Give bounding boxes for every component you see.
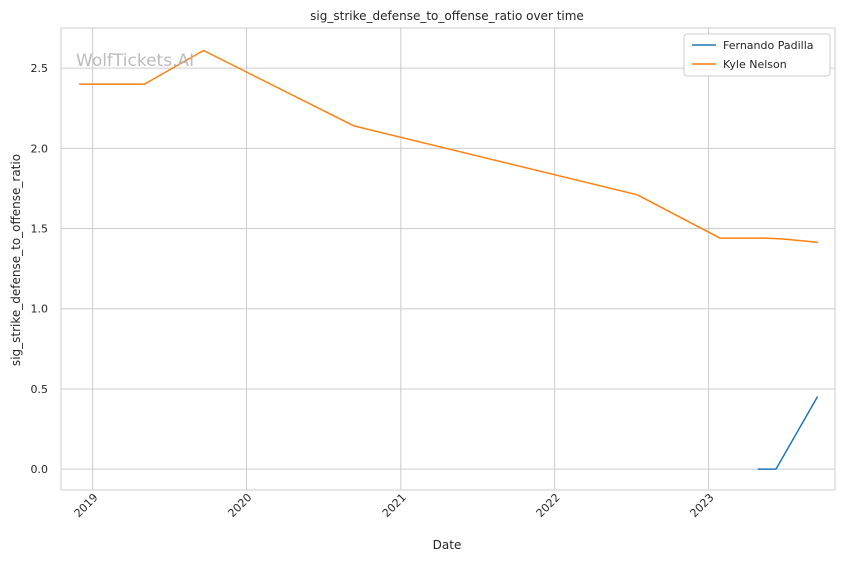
x-axis-title: Date bbox=[433, 538, 462, 552]
legend-label-kyle-nelson: Kyle Nelson bbox=[723, 58, 787, 71]
chart-title: sig_strike_defense_to_offense_ratio over… bbox=[310, 9, 584, 23]
y-axis-title: sig_strike_defense_to_offense_ratio bbox=[9, 154, 23, 366]
y-tick-labels: 0.0 0.5 1.0 1.5 2.0 2.5 bbox=[31, 62, 49, 476]
legend-box bbox=[683, 33, 831, 77]
legend: Fernando Padilla Kyle Nelson bbox=[683, 33, 831, 77]
y-tick-label: 1.5 bbox=[31, 223, 49, 236]
series-line-kyle-nelson bbox=[78, 49, 819, 243]
y-tick-label: 0.5 bbox=[31, 383, 49, 396]
y-tick-label: 2.5 bbox=[31, 62, 49, 75]
y-tick-label: 1.0 bbox=[31, 303, 49, 316]
y-tick-label: 0.0 bbox=[31, 463, 49, 476]
legend-label-fernando-padilla: Fernando Padilla bbox=[723, 39, 814, 52]
series-layer bbox=[78, 49, 819, 470]
plot-frame bbox=[60, 27, 836, 491]
series-line-fernando-padilla bbox=[757, 396, 819, 470]
watermark: WolfTickets.AI bbox=[76, 51, 194, 71]
y-tick-label: 2.0 bbox=[31, 142, 49, 155]
